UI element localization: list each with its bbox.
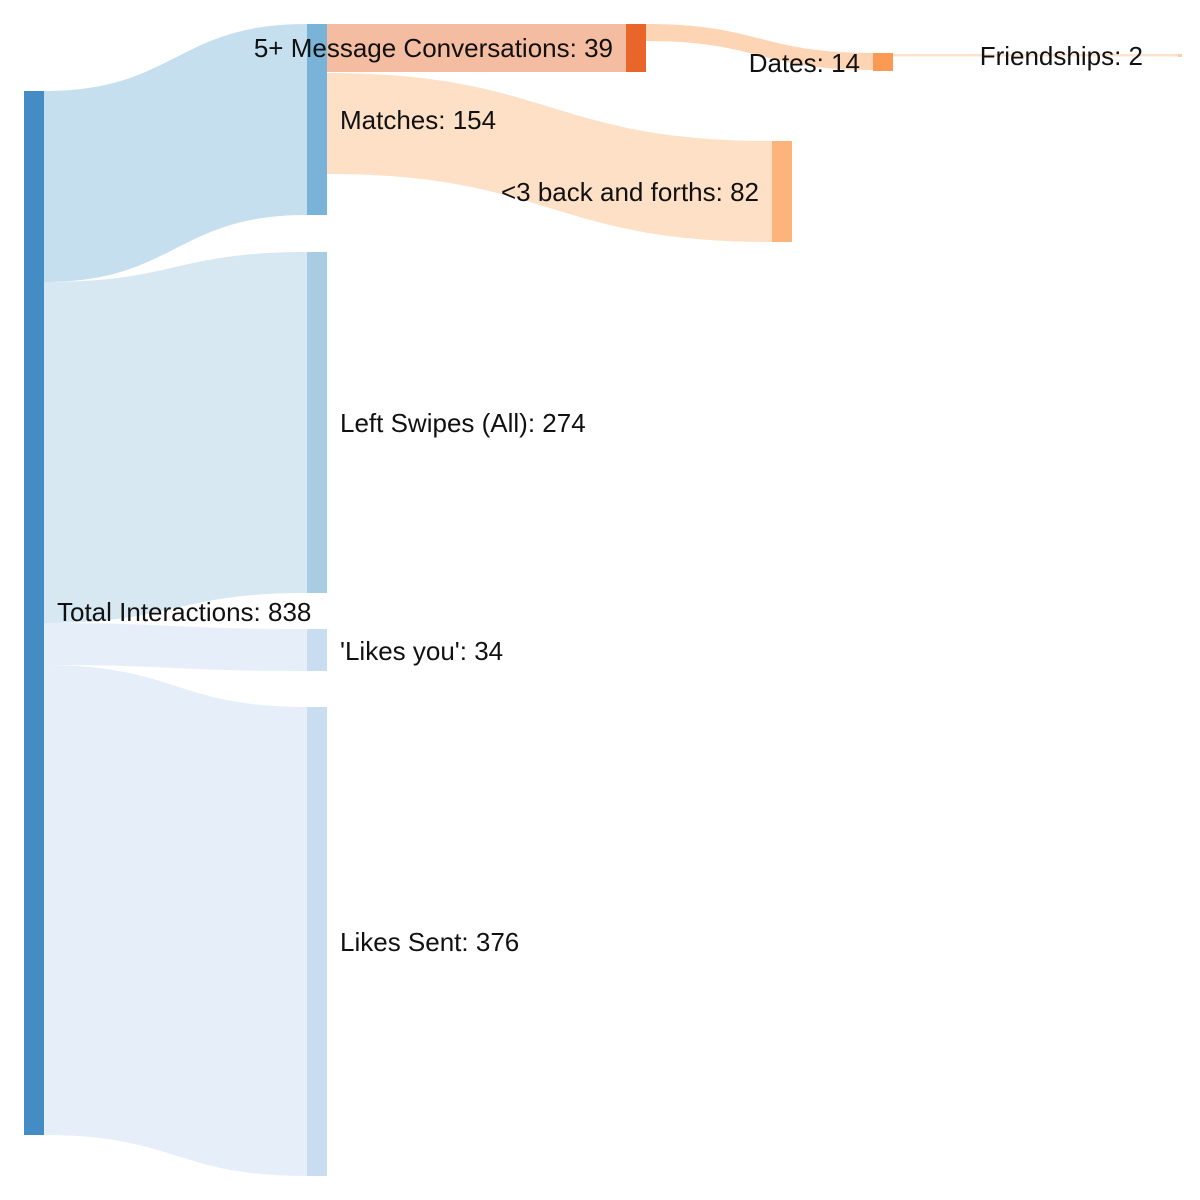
- link-matches-to-3-back-and-forths[interactable]: [327, 73, 772, 242]
- label-total: Total Interactions: 838: [57, 597, 311, 627]
- label-left: Left Swipes (All): 274: [340, 408, 586, 438]
- node-back3[interactable]: [772, 141, 792, 242]
- node-left[interactable]: [307, 252, 327, 593]
- link-dates-to-friendships[interactable]: [893, 54, 1178, 57]
- label-likessent: Likes Sent: 376: [340, 927, 519, 957]
- sankey-links: [44, 24, 1178, 1176]
- node-friends[interactable]: [1178, 54, 1182, 57]
- node-likesyou[interactable]: [307, 629, 327, 671]
- label-dates: Dates: 14: [749, 48, 860, 78]
- node-conv5[interactable]: [626, 24, 646, 72]
- link-total-interactions-to-likes-sent[interactable]: [44, 665, 307, 1176]
- label-matches: Matches: 154: [340, 105, 496, 135]
- node-total[interactable]: [24, 91, 44, 1135]
- sankey-nodes: [24, 24, 1182, 1176]
- link-total-interactions-to-left-swipes-all[interactable]: [44, 252, 307, 623]
- label-likesyou: 'Likes you': 34: [340, 636, 503, 666]
- link-matches-to-5-message-conversations[interactable]: [327, 24, 626, 72]
- node-matches[interactable]: [307, 24, 327, 215]
- sankey-labels: Total Interactions: 838 Matches: 154 Left …: [57, 33, 1143, 957]
- link-5-message-conversations-to-dates[interactable]: [646, 24, 873, 70]
- label-back3: <3 back and forths: 82: [501, 177, 759, 207]
- label-conv5: 5+ Message Conversations: 39: [254, 33, 613, 63]
- link-total-interactions-to-likes-you[interactable]: [44, 623, 307, 671]
- link-total-interactions-to-matches[interactable]: [44, 24, 307, 282]
- node-dates[interactable]: [873, 53, 893, 71]
- node-likessent[interactable]: [307, 707, 327, 1176]
- label-friends: Friendships: 2: [980, 41, 1143, 71]
